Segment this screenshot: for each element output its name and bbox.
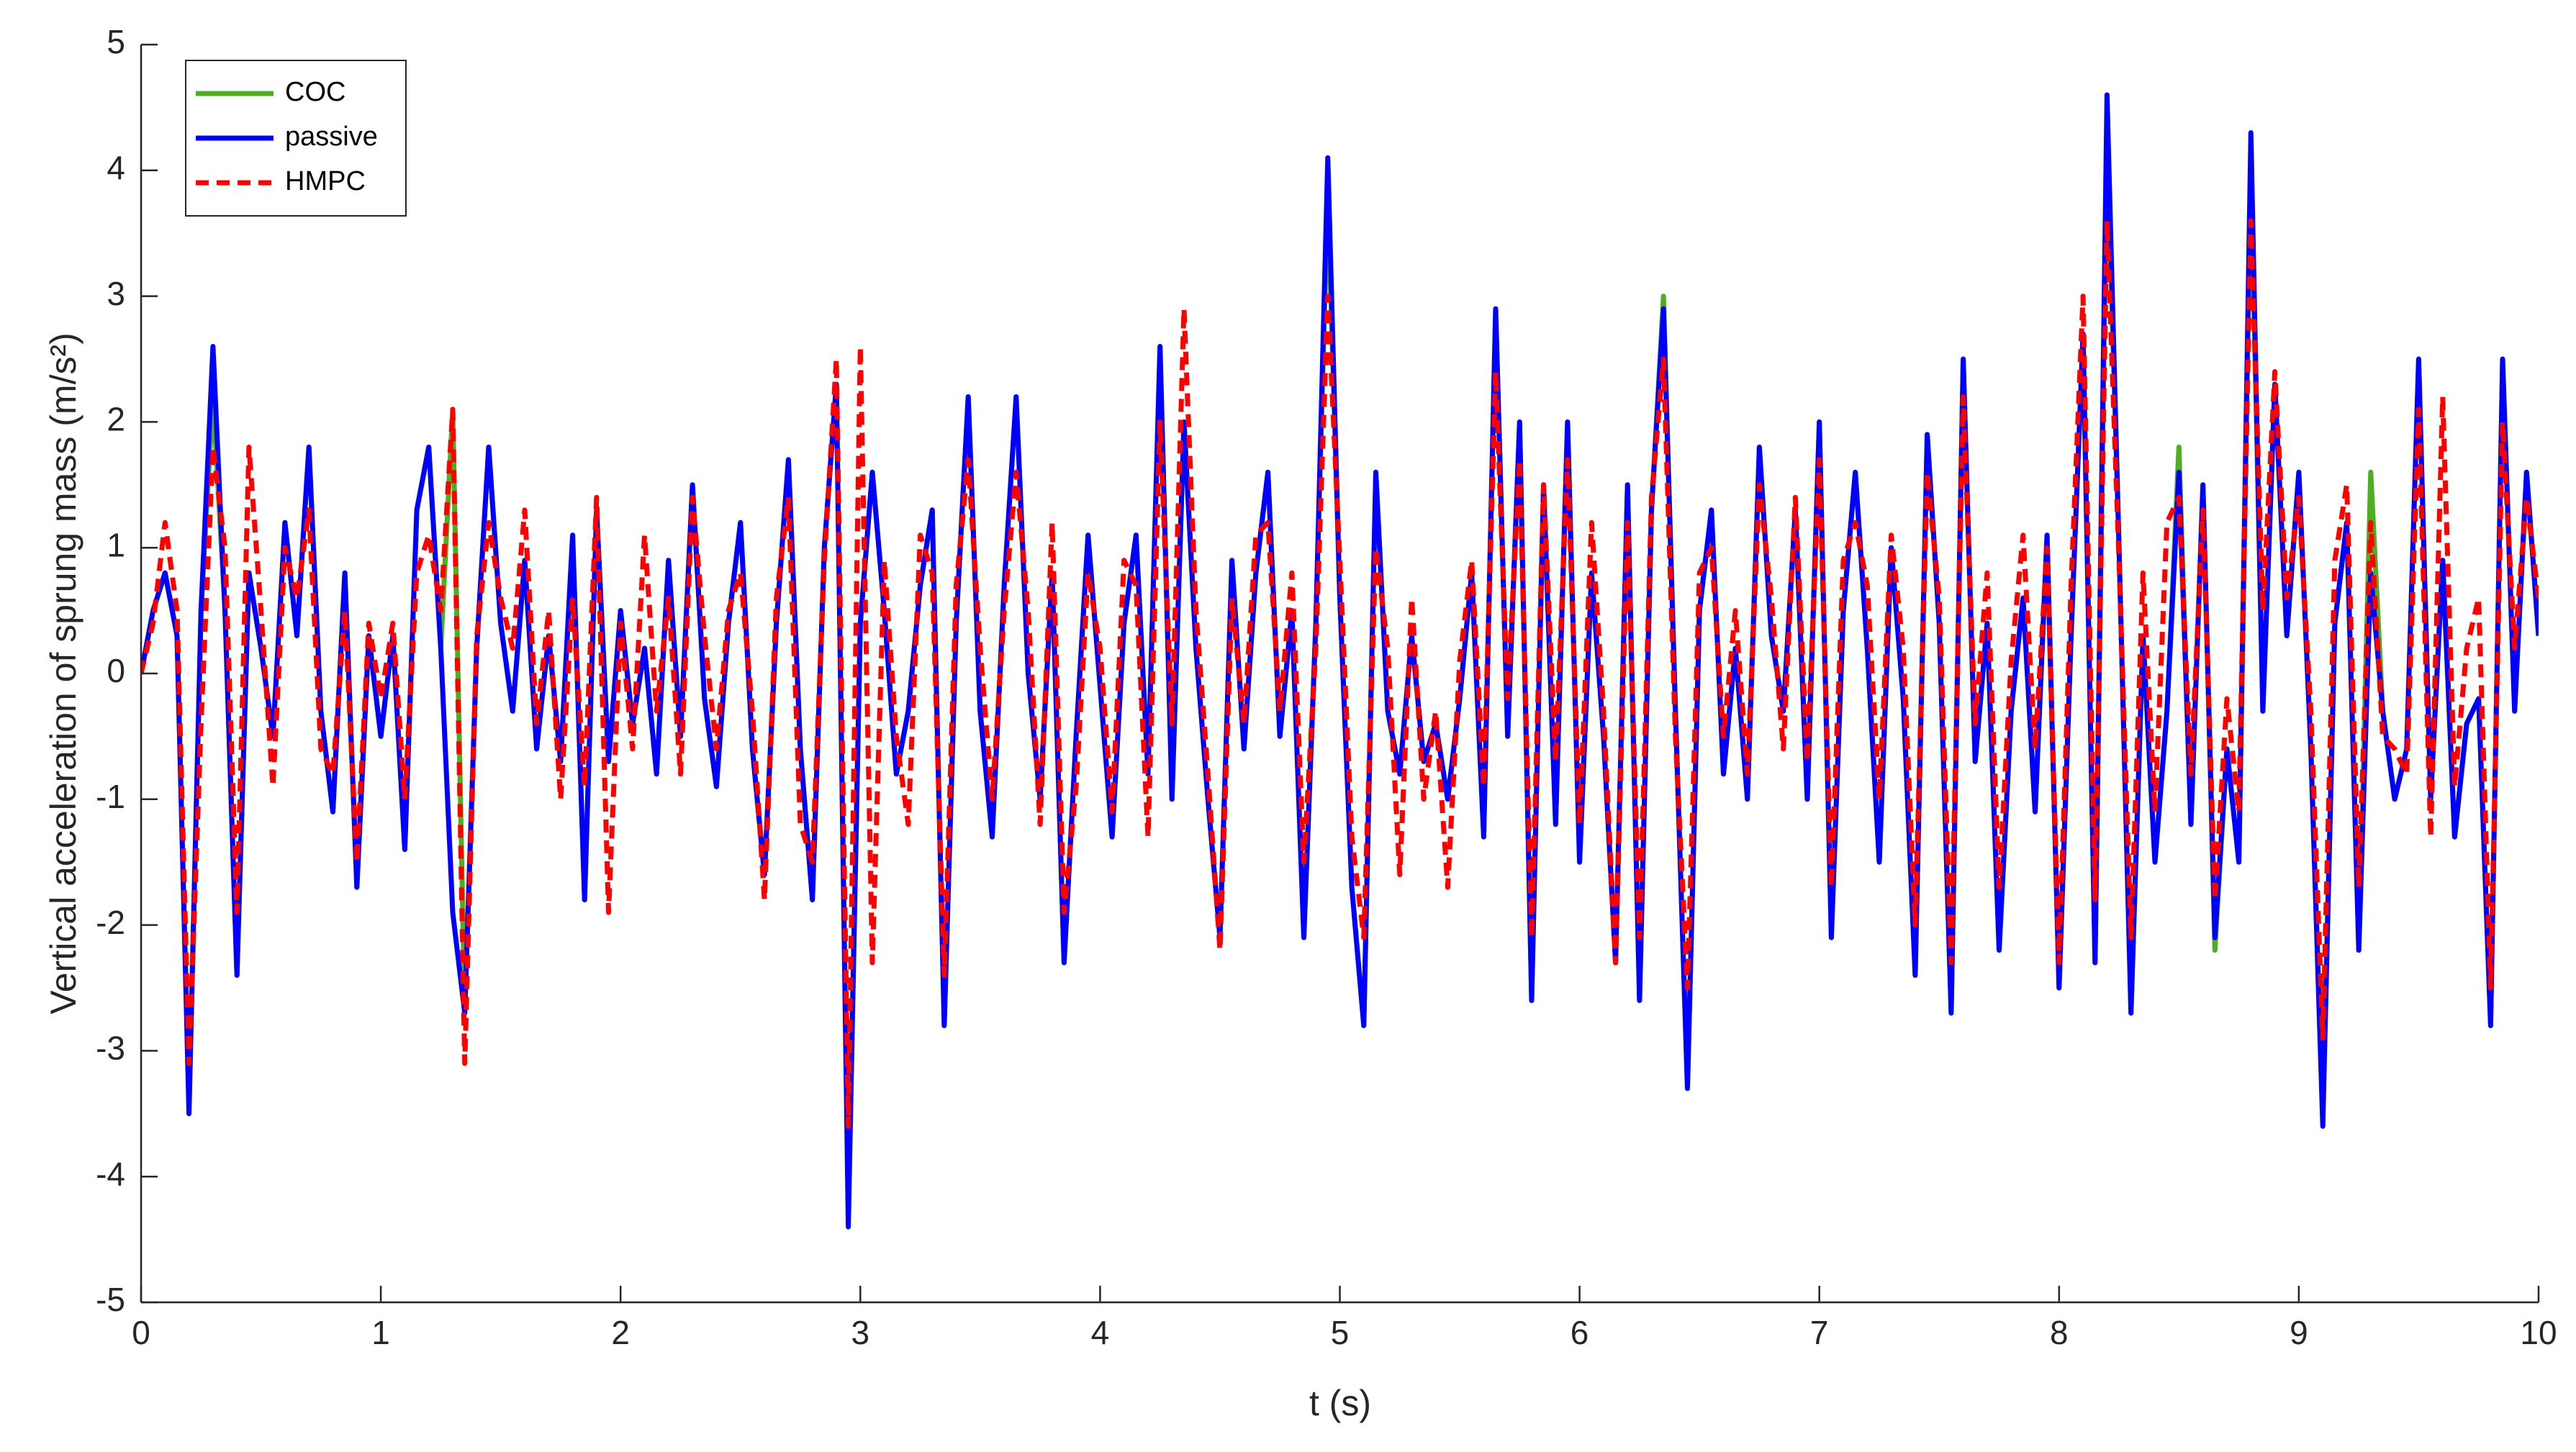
y-tick-label: -2 — [96, 904, 125, 941]
x-tick-label: 6 — [1571, 1314, 1589, 1351]
x-tick-label: 1 — [371, 1314, 390, 1351]
y-tick-label: -3 — [96, 1030, 125, 1067]
y-tick-label: 5 — [107, 23, 125, 60]
x-tick-label: 0 — [132, 1314, 150, 1351]
x-tick-label: 2 — [611, 1314, 630, 1351]
x-tick-label: 7 — [1810, 1314, 1829, 1351]
y-tick-label: -4 — [96, 1155, 125, 1192]
x-tick-label: 10 — [2520, 1314, 2557, 1351]
data-line — [141, 218, 2539, 1129]
x-tick-label: 8 — [2050, 1314, 2069, 1351]
y-tick-label: -5 — [96, 1281, 125, 1318]
y-tick-label: 1 — [107, 526, 125, 563]
legend-label: COC — [285, 77, 345, 107]
y-tick-label: 3 — [107, 275, 125, 312]
x-tick-label: 3 — [851, 1314, 870, 1351]
y-tick-label: -1 — [96, 778, 125, 815]
y-tick-label: 2 — [107, 401, 125, 438]
y-tick-label: 0 — [107, 652, 125, 689]
x-tick-label: 4 — [1091, 1314, 1110, 1351]
y-tick-label: 4 — [107, 149, 125, 186]
x-tick-label: 5 — [1331, 1314, 1350, 1351]
x-axis-label: t (s) — [1309, 1383, 1371, 1423]
legend-label: passive — [285, 122, 378, 152]
x-tick-label: 9 — [2290, 1314, 2308, 1351]
y-axis-label: Vertical acceleration of sprung mass (m/… — [43, 332, 83, 1015]
legend-label: HMPC — [285, 166, 366, 196]
